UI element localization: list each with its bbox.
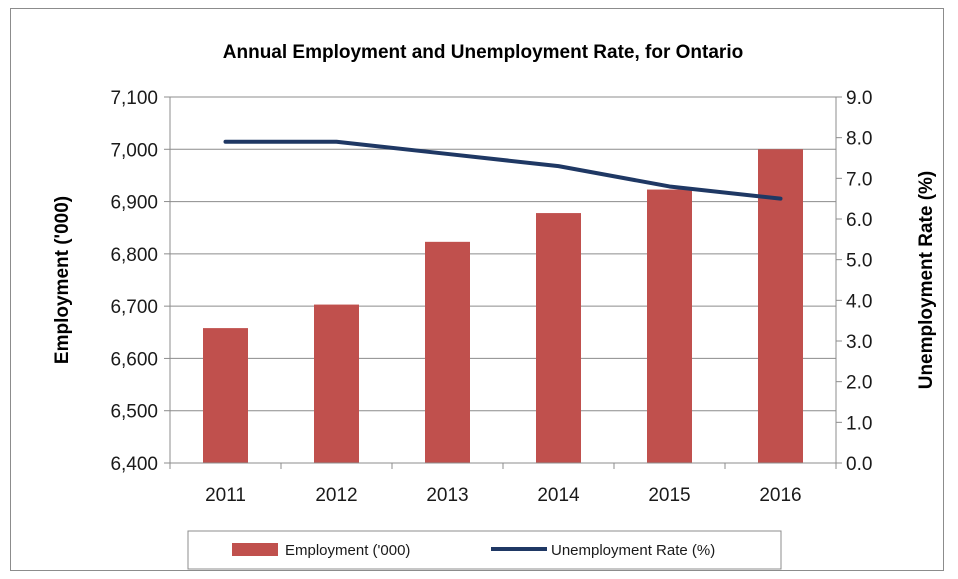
line-unemployment-rate [223,139,783,201]
x-axis-ticks: 2011 2012 2013 2014 2015 2016 [205,485,802,506]
bars [203,149,803,464]
chart-title: Annual Employment and Unemployment Rate,… [223,42,743,63]
x-tick-label: 2013 [426,485,468,506]
y-tick-label: 6,500 [110,402,158,423]
bar-employment-2016 [758,149,803,464]
y2-tick-label: 6.0 [846,210,872,231]
x-tick-label: 2015 [648,485,690,506]
y-tick-label: 6,800 [110,245,158,266]
y-tick-label: 7,100 [110,88,158,109]
axes [164,96,842,469]
legend: Employment ('000) Unemployment Rate (%) [187,530,782,570]
y-axis-title: Employment ('000) [52,196,73,364]
y-tick-label: 6,600 [110,349,158,370]
y2-tick-label: 2.0 [846,373,872,394]
bar-employment-2014 [536,213,581,463]
y-tick-label: 6,700 [110,297,158,318]
legend-box [187,530,782,570]
y2-tick-label: 3.0 [846,332,872,353]
right-axis-ticks: 0.0 1.0 2.0 3.0 4.0 5.0 6.0 7.0 8.0 9.0 [846,88,872,475]
gridlines [170,96,836,464]
x-tick-label: 2011 [205,485,246,506]
bar-employment-2015 [647,189,692,463]
y2-tick-label: 1.0 [846,413,872,434]
bar-employment-2013 [425,241,470,463]
y-tick-label: 6,400 [110,454,158,475]
y2-tick-label: 9.0 [846,88,872,109]
legend-label-employment: Employment ('000) [285,542,410,559]
legend-swatch-employment [232,543,278,556]
y2-tick-label: 5.0 [846,251,872,272]
bar-employment-2012 [314,304,359,463]
y2-axis-title: Unemployment Rate (%) [916,171,937,390]
unemployment-line [223,139,783,201]
y2-tick-label: 4.0 [846,291,872,312]
y2-tick-label: 7.0 [846,169,872,190]
y2-tick-label: 0.0 [846,454,872,475]
legend-label-unemployment: Unemployment Rate (%) [551,542,715,559]
x-tick-label: 2012 [315,485,357,506]
y-tick-label: 7,000 [110,140,158,161]
y2-tick-label: 8.0 [846,129,872,150]
bar-employment-2011 [203,328,248,463]
x-tick-label: 2014 [537,485,580,506]
y-tick-label: 6,900 [110,193,158,214]
x-tick-label: 2016 [759,485,801,506]
left-axis-ticks: 6,400 6,500 6,600 6,700 6,800 6,900 7,000 7,100 [110,88,158,475]
